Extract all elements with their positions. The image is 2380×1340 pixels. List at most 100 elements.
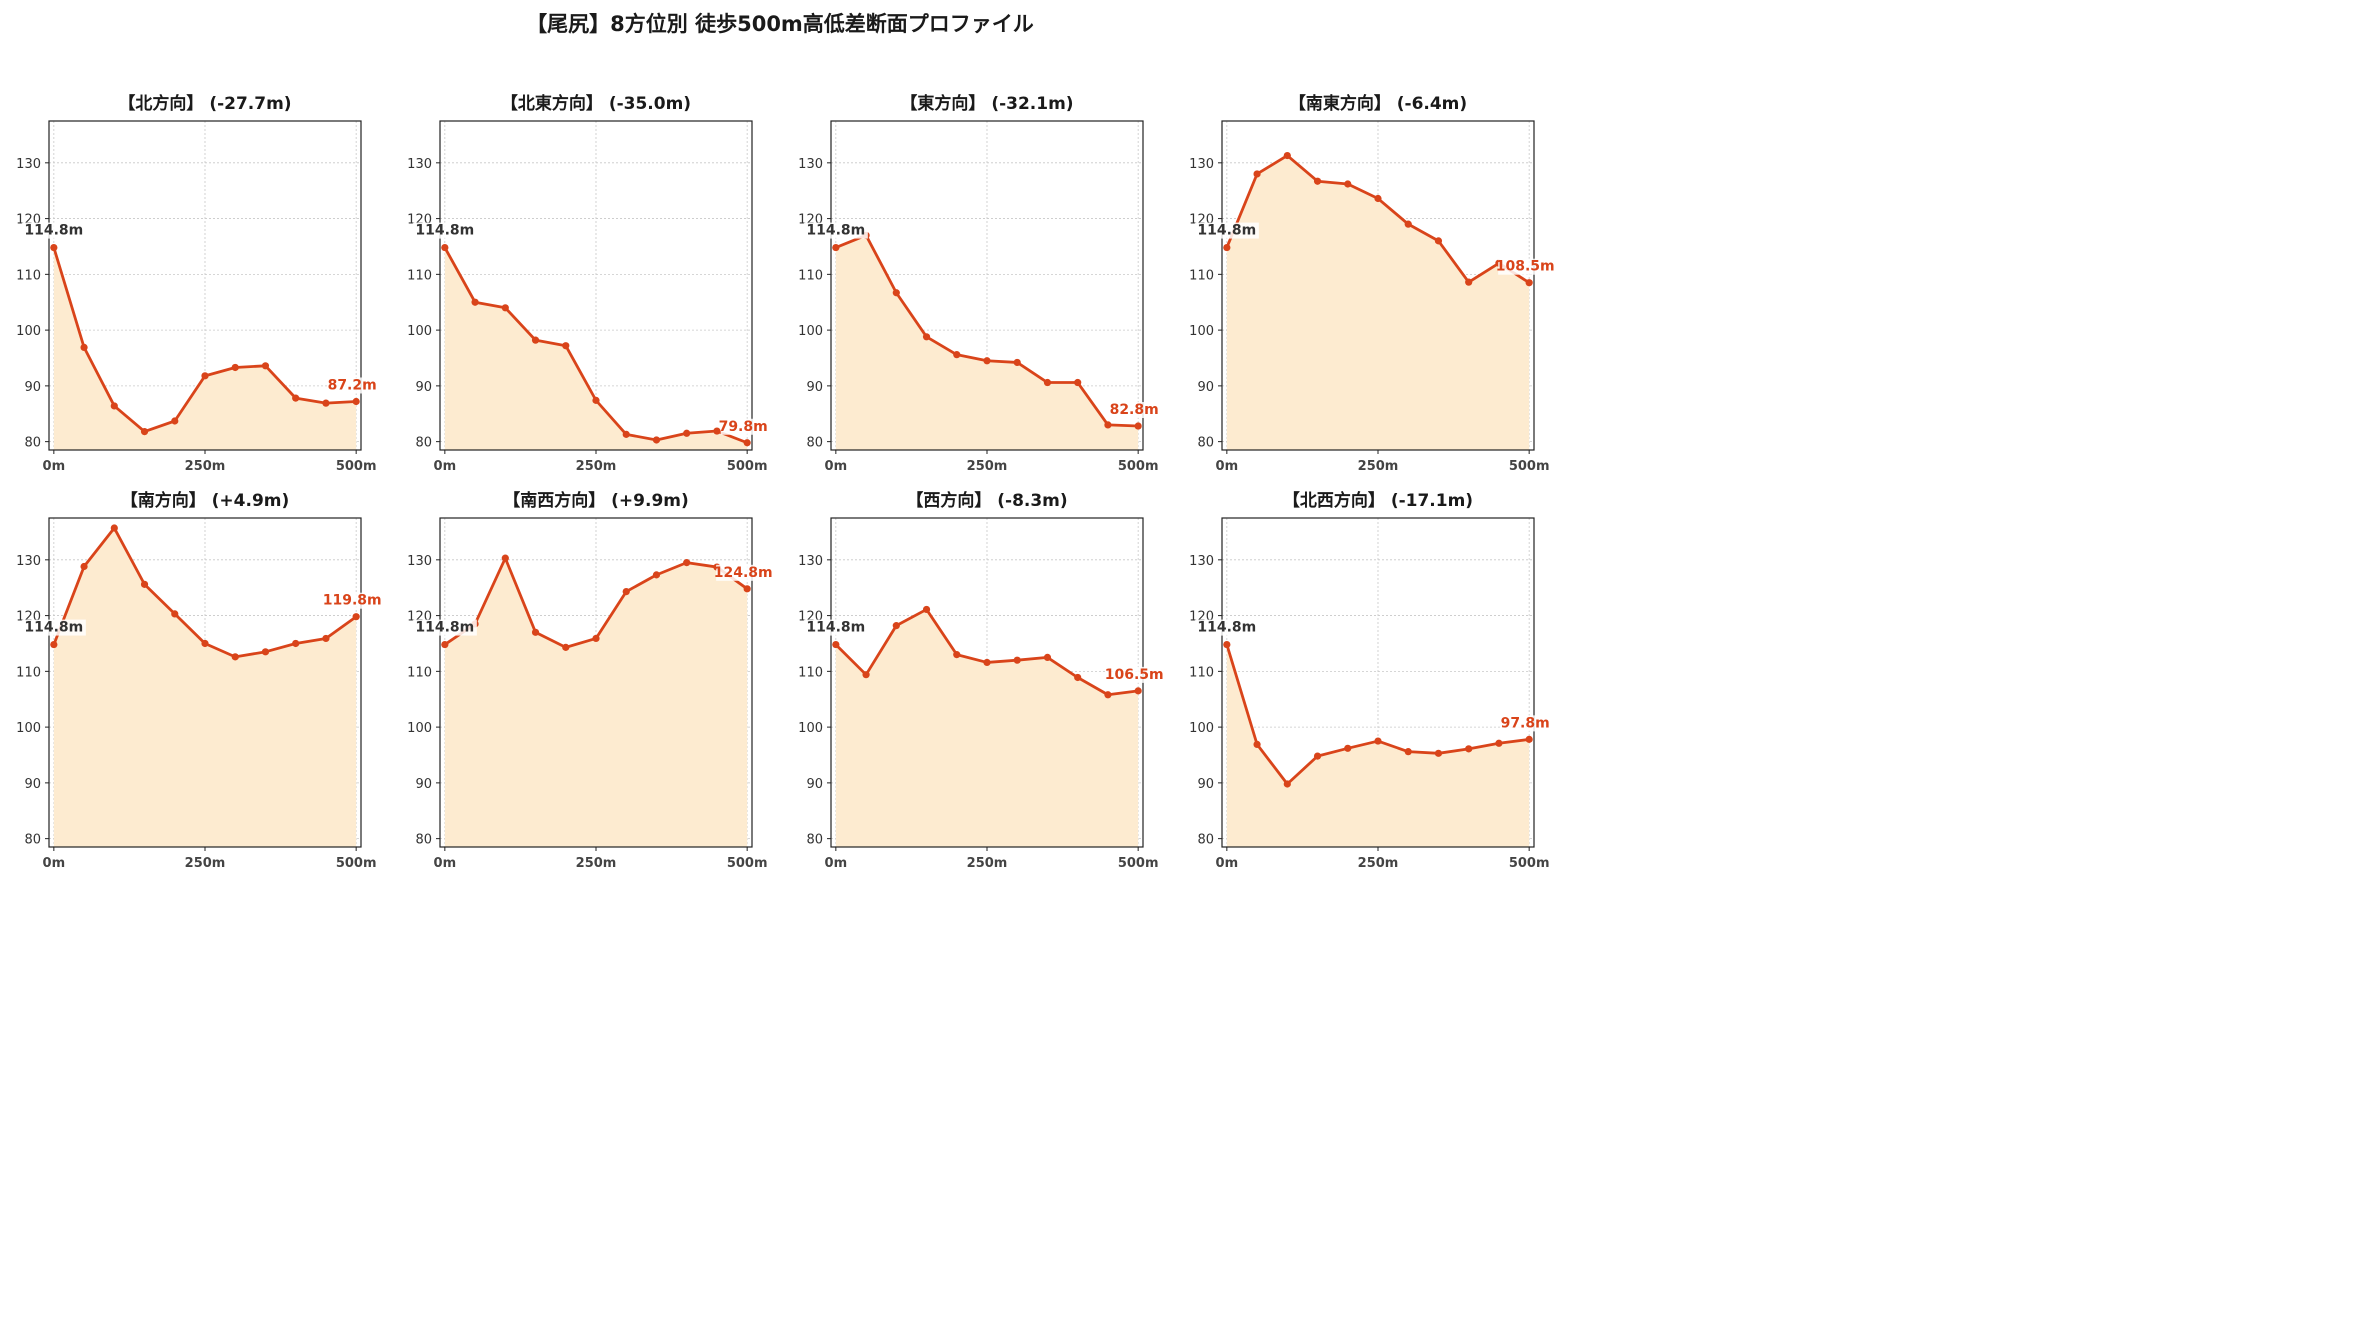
data-point bbox=[1253, 740, 1261, 748]
start-label: 114.8m bbox=[1197, 223, 1256, 239]
y-tick-label: 90 bbox=[415, 380, 432, 395]
subplot-title: 【南東方向】 (-6.4m) bbox=[1289, 93, 1467, 114]
y-tick-label: 100 bbox=[16, 721, 41, 736]
y-tick-label: 130 bbox=[16, 157, 41, 172]
end-label: 97.8m bbox=[1501, 715, 1550, 731]
data-point bbox=[1525, 735, 1533, 743]
y-tick-label: 110 bbox=[1189, 268, 1214, 283]
main-title: 【尾尻】8方位別 徒歩500m高低差断面プロファイル bbox=[526, 12, 1034, 36]
data-point bbox=[892, 622, 900, 630]
data-point bbox=[953, 651, 961, 659]
data-point bbox=[322, 399, 330, 407]
data-point bbox=[531, 628, 540, 636]
y-tick-label: 110 bbox=[407, 268, 432, 283]
x-tick-label: 0m bbox=[43, 856, 66, 871]
area-fill bbox=[835, 609, 1139, 847]
y-tick-label: 130 bbox=[1189, 554, 1214, 569]
start-label: 114.8m bbox=[806, 620, 865, 636]
y-tick-label: 130 bbox=[1189, 157, 1214, 172]
subplot-title: 【西方向】 (-8.3m) bbox=[906, 490, 1067, 511]
y-tick-label: 90 bbox=[1197, 380, 1214, 395]
y-tick-label: 90 bbox=[806, 380, 823, 395]
y-tick-label: 130 bbox=[798, 157, 823, 172]
data-point bbox=[501, 554, 509, 562]
data-point bbox=[1465, 278, 1473, 286]
data-point bbox=[292, 394, 300, 402]
data-point bbox=[1404, 748, 1412, 756]
end-label: 108.5m bbox=[1496, 259, 1555, 275]
data-point bbox=[983, 658, 991, 667]
data-point bbox=[110, 402, 118, 410]
start-label-bg bbox=[803, 222, 868, 239]
y-tick-label: 100 bbox=[798, 324, 823, 339]
data-point bbox=[1223, 640, 1231, 649]
data-point bbox=[1344, 744, 1352, 752]
start-label: 114.8m bbox=[24, 620, 83, 636]
data-point bbox=[110, 524, 118, 532]
x-tick-label: 0m bbox=[434, 856, 457, 871]
x-tick-label: 0m bbox=[825, 459, 848, 474]
y-tick-label: 80 bbox=[415, 436, 432, 451]
data-point bbox=[1374, 737, 1382, 745]
x-tick-label: 500m bbox=[727, 856, 768, 871]
data-point bbox=[441, 243, 449, 252]
x-tick-label: 500m bbox=[1118, 856, 1159, 871]
area-fill bbox=[53, 528, 357, 847]
subplot-title: 【南方向】 (+4.9m) bbox=[121, 490, 290, 511]
area-fill bbox=[1226, 644, 1530, 847]
data-point bbox=[1074, 673, 1082, 682]
data-point bbox=[922, 333, 931, 341]
start-label-bg bbox=[21, 222, 86, 239]
end-label-bg bbox=[325, 592, 380, 609]
data-point bbox=[1134, 422, 1142, 430]
x-tick-label: 500m bbox=[1509, 459, 1550, 474]
data-point bbox=[1104, 421, 1112, 429]
data-point bbox=[1465, 745, 1473, 753]
area-fill bbox=[53, 247, 357, 450]
end-label: 87.2m bbox=[328, 377, 377, 393]
data-point bbox=[1223, 243, 1231, 252]
data-point bbox=[1283, 151, 1291, 160]
data-point bbox=[50, 640, 58, 649]
start-label-bg bbox=[803, 619, 868, 636]
data-point bbox=[983, 357, 991, 365]
y-tick-label: 100 bbox=[407, 324, 432, 339]
end-label-bg bbox=[720, 418, 766, 435]
x-tick-label: 0m bbox=[434, 459, 457, 474]
y-tick-label: 130 bbox=[798, 554, 823, 569]
data-point bbox=[1525, 279, 1533, 287]
data-point bbox=[743, 585, 751, 593]
y-tick-label: 130 bbox=[407, 157, 432, 172]
end-label: 106.5m bbox=[1105, 667, 1164, 683]
data-point bbox=[231, 653, 239, 661]
subplot-title: 【東方向】 (-32.1m) bbox=[900, 93, 1073, 114]
data-point bbox=[1434, 237, 1443, 245]
data-point bbox=[1043, 378, 1052, 387]
data-point bbox=[1404, 220, 1412, 228]
data-point bbox=[922, 605, 931, 614]
data-point bbox=[1104, 691, 1112, 699]
data-point bbox=[531, 336, 540, 344]
x-tick-label: 500m bbox=[336, 856, 377, 871]
x-tick-label: 0m bbox=[1216, 459, 1239, 474]
data-point bbox=[261, 362, 270, 370]
data-point bbox=[832, 640, 840, 649]
data-point bbox=[1013, 358, 1021, 367]
y-tick-label: 100 bbox=[407, 721, 432, 736]
area-fill bbox=[835, 235, 1139, 450]
end-label-bg bbox=[1502, 715, 1548, 732]
end-label-bg bbox=[1107, 666, 1162, 683]
data-point bbox=[1313, 752, 1322, 760]
y-tick-label: 110 bbox=[798, 268, 823, 283]
data-point bbox=[80, 562, 88, 571]
area-fill bbox=[1226, 155, 1530, 450]
data-point bbox=[713, 427, 721, 435]
x-tick-label: 250m bbox=[967, 459, 1008, 474]
subplot-title: 【南西方向】 (+9.9m) bbox=[503, 490, 689, 511]
data-point bbox=[683, 559, 691, 567]
data-point bbox=[622, 588, 630, 596]
y-tick-label: 130 bbox=[16, 554, 41, 569]
